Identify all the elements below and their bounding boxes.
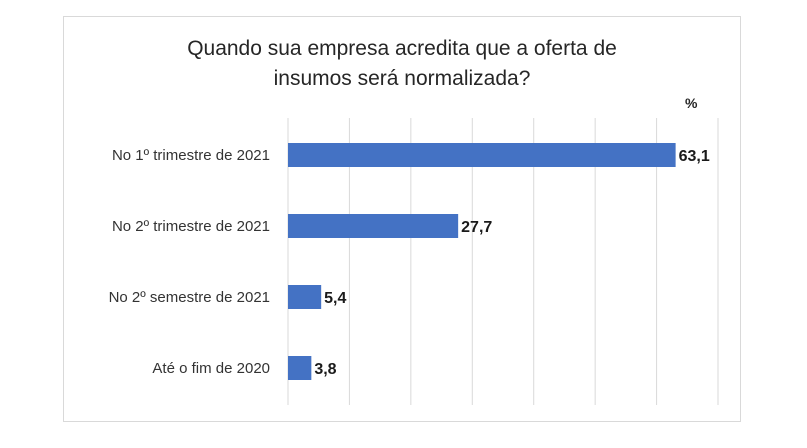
bar [288,285,322,309]
bar [288,143,676,167]
value-label: 3,8 [314,361,336,378]
value-label: 5,4 [324,290,346,307]
category-label: Até o fim de 2020 [152,360,270,377]
chart-title: Quando sua empresa acredita que a oferta… [187,37,617,90]
category-label: No 1º trimestre de 2021 [112,147,270,164]
value-label: 63,1 [679,148,710,165]
category-label: No 2º semestre de 2021 [109,289,270,306]
category-label: No 2º trimestre de 2021 [112,218,270,235]
bar [288,214,459,238]
unit-label: % [685,95,698,111]
value-label: 27,7 [461,219,492,236]
bar [288,356,312,380]
